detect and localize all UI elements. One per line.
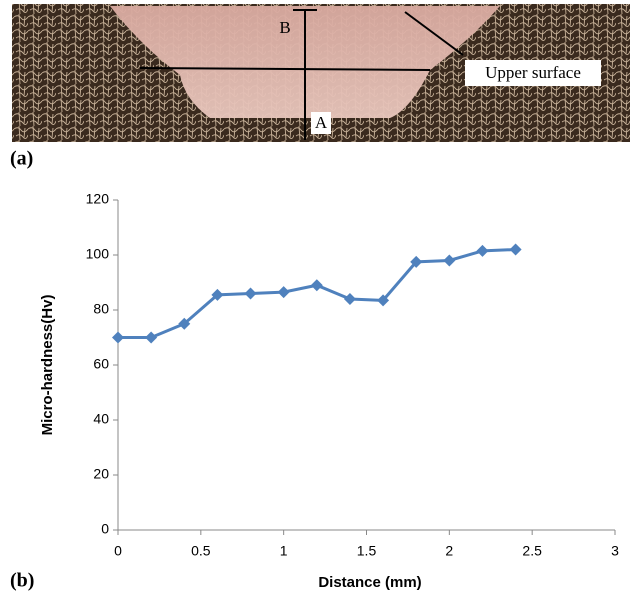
micrograph: B A Upper surface bbox=[12, 4, 630, 142]
y-tick-label: 20 bbox=[93, 466, 109, 482]
annotation-box bbox=[465, 60, 601, 86]
panel-label: (a) bbox=[10, 148, 33, 170]
data-point bbox=[509, 243, 522, 256]
y-tick-label: 60 bbox=[93, 356, 109, 372]
x-tick-label: 0.5 bbox=[191, 543, 211, 559]
data-point bbox=[211, 288, 224, 301]
data-point bbox=[377, 294, 390, 307]
annotation: A bbox=[315, 113, 328, 132]
y-tick-label: 80 bbox=[93, 301, 109, 317]
y-tick-label: 100 bbox=[86, 246, 110, 262]
y-axis-label: Micro-hardness(Hv) bbox=[39, 295, 56, 436]
data-point bbox=[178, 317, 191, 330]
data-point bbox=[112, 331, 124, 344]
y-tick-label: 40 bbox=[93, 411, 109, 427]
x-tick-label: 2 bbox=[445, 543, 453, 559]
panel-label: (b) bbox=[10, 570, 34, 592]
series-line bbox=[118, 248, 516, 339]
annotation-line bbox=[404, 11, 464, 56]
x-tick-label: 0 bbox=[114, 543, 122, 559]
x-axis-label: Distance (mm) bbox=[318, 574, 421, 591]
data-point bbox=[277, 286, 290, 299]
plot: 0 20 40 60 80 100 120 0 0.5 1 1.5 2 2.5 3 bbox=[86, 191, 619, 559]
x-tick-label: 1 bbox=[280, 543, 288, 559]
annotation-box bbox=[311, 112, 331, 134]
data-point bbox=[244, 287, 257, 300]
annotation-line bbox=[139, 67, 431, 71]
x-tick-label: 2.5 bbox=[522, 543, 542, 559]
data-point bbox=[443, 254, 456, 267]
x-tick-label: 1.5 bbox=[357, 543, 377, 559]
annotation: Upper surface bbox=[485, 63, 581, 82]
data-point bbox=[343, 293, 356, 305]
data-point bbox=[410, 255, 423, 268]
y-tick-label: 120 bbox=[86, 191, 110, 207]
x-tick-label: 3 bbox=[611, 543, 619, 559]
data-point bbox=[476, 244, 489, 257]
data-point bbox=[310, 279, 323, 292]
data-point bbox=[145, 331, 158, 344]
y-tick-label: 0 bbox=[101, 521, 109, 537]
annotation: B bbox=[279, 18, 290, 37]
